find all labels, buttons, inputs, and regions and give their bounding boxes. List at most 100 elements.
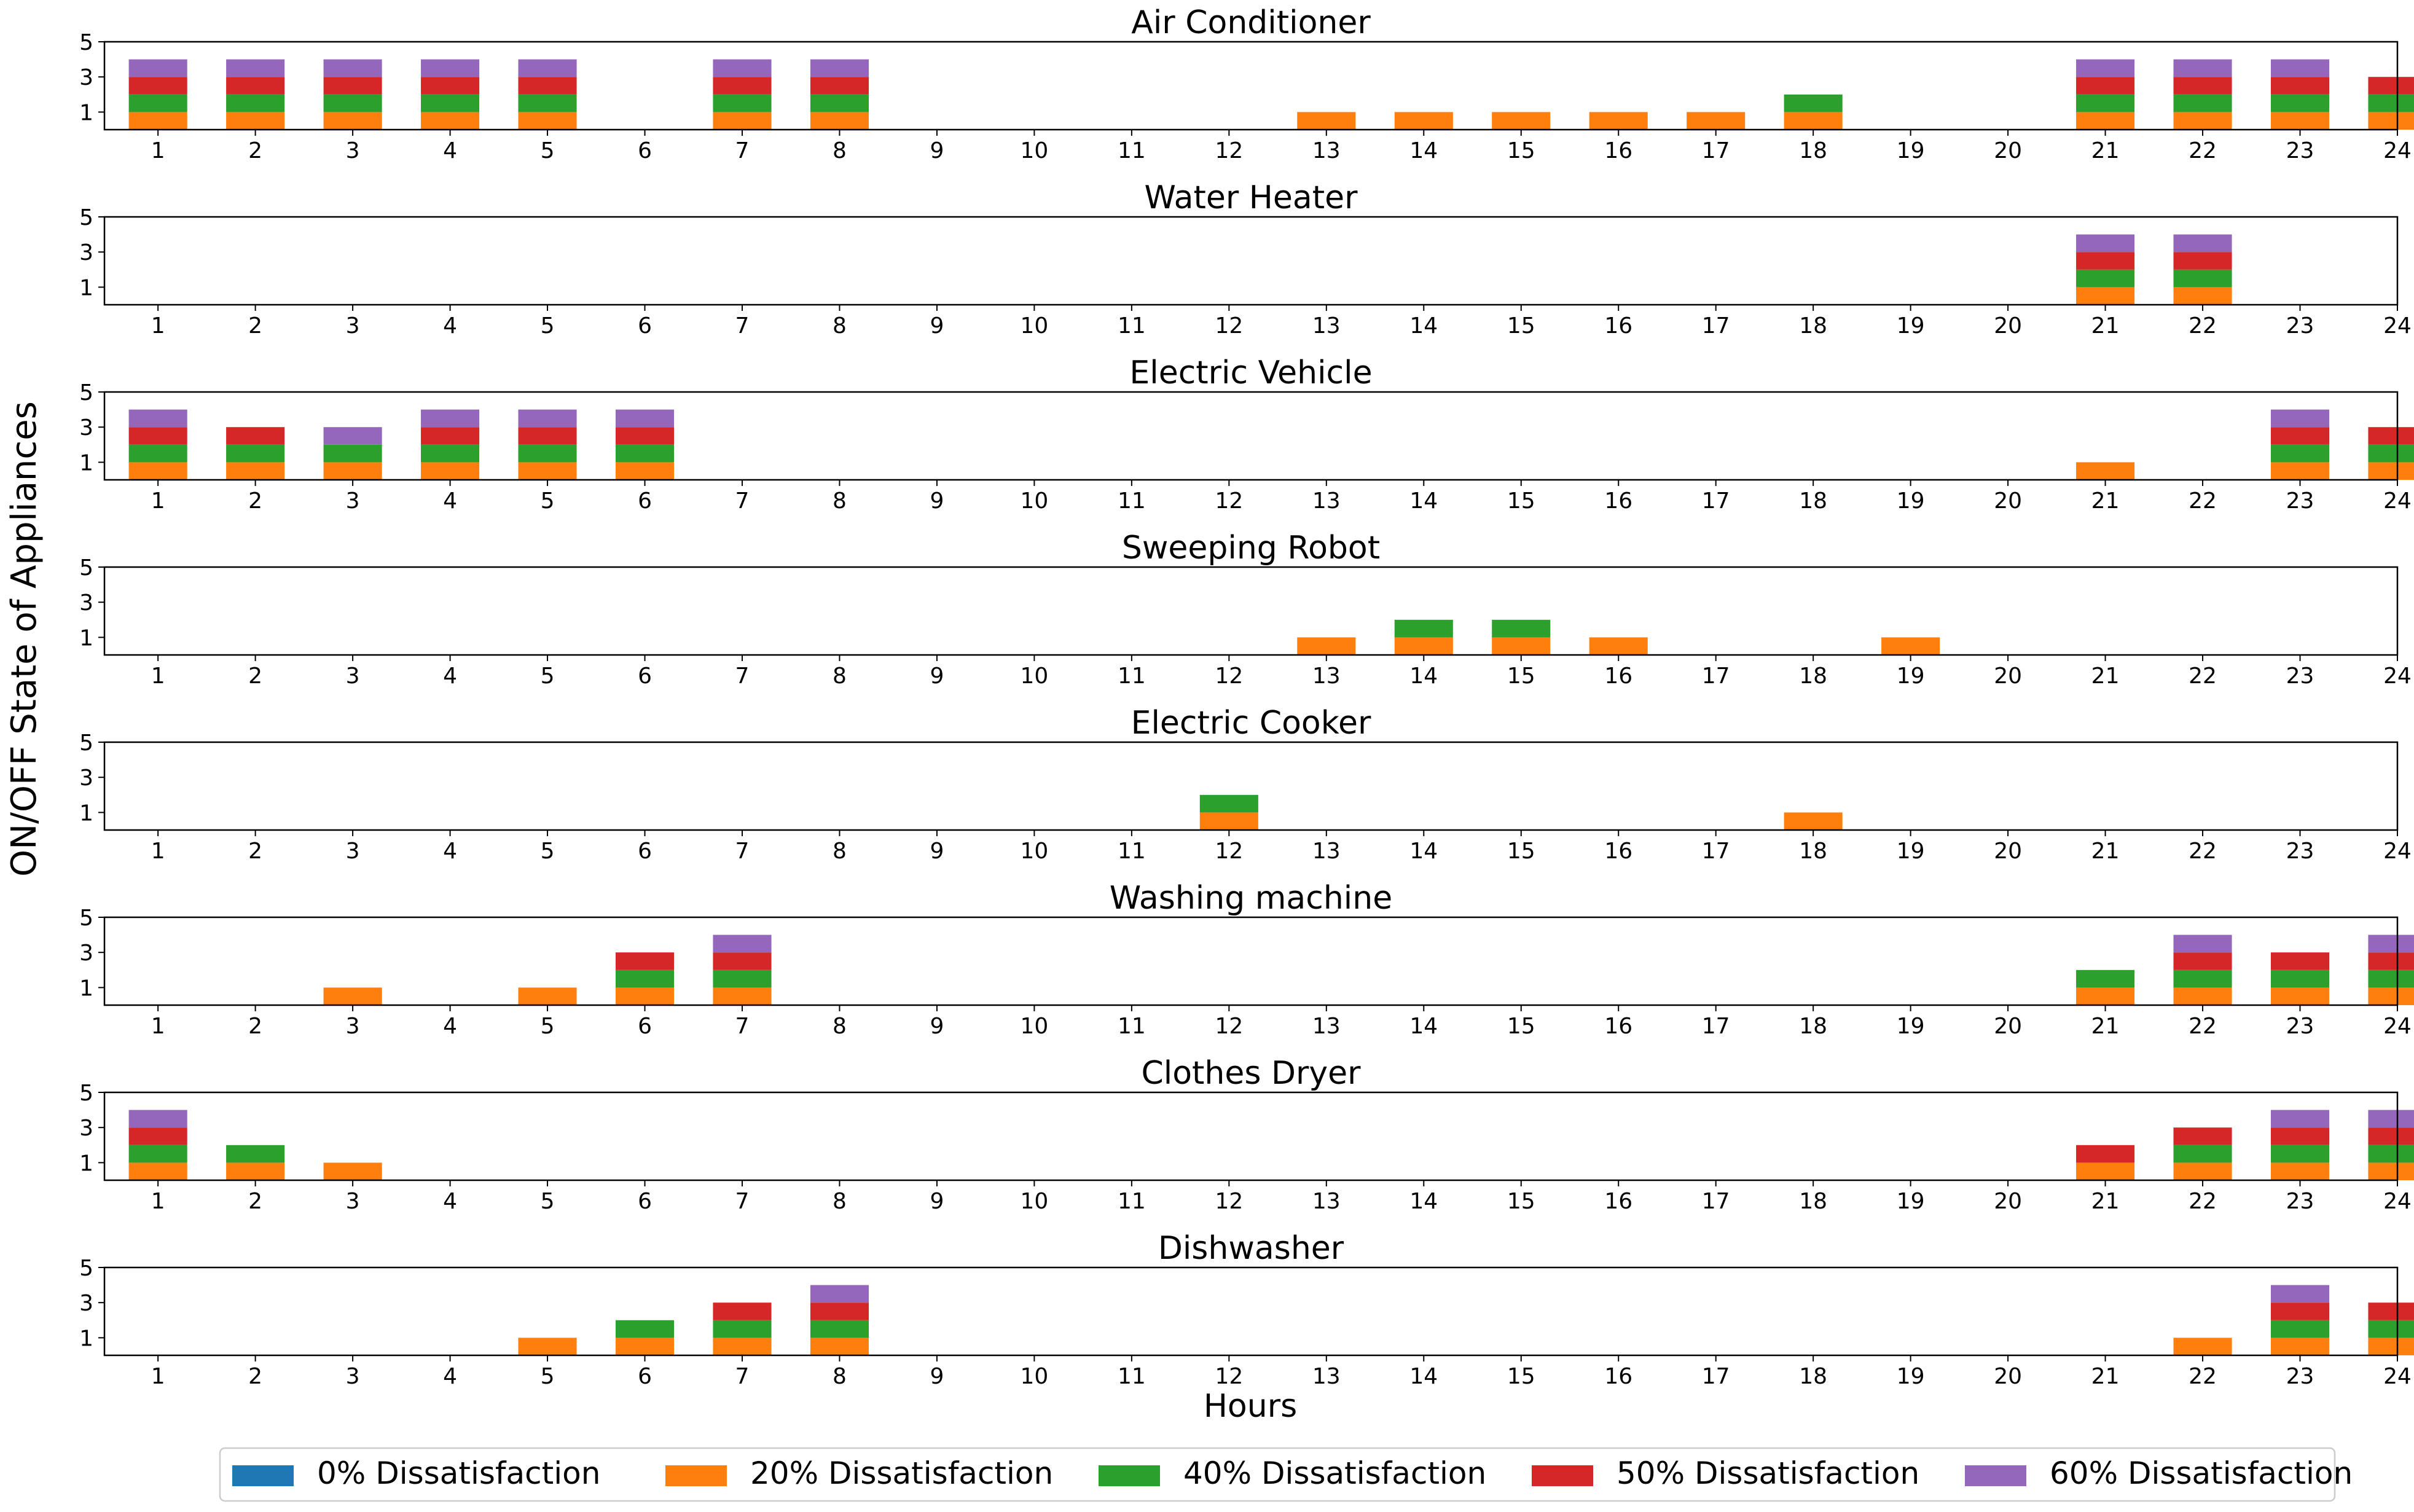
bar-washing-machine-hour-6-40-dissatisfaction [615,969,675,988]
bar-clothes-dryer-hour-24-40-dissatisfaction [2368,1145,2414,1163]
bar-clothes-dryer-hour-23-50-dissatisfaction [2270,1127,2330,1145]
x-tick-label: 1 [151,1189,165,1214]
bar-dishwasher-hour-23-20-dissatisfaction [2270,1338,2330,1355]
x-tick-label: 21 [2091,488,2120,514]
bars [518,1285,2414,1355]
bar-air-conditioner-hour-8-40-dissatisfaction [810,94,869,112]
bar-electric-vehicle-hour-3-40-dissatisfaction [323,444,382,463]
bar-dishwasher-hour-22-20-dissatisfaction [2173,1338,2232,1355]
x-tick-label: 20 [1994,1364,2022,1389]
bar-sweeping-robot-hour-13-20-dissatisfaction [1297,637,1356,655]
axes-frame [103,216,2399,306]
bar-water-heater-hour-21-60-dissatisfaction [2076,234,2135,253]
x-tick-label: 3 [346,839,360,864]
bar-electric-vehicle-hour-23-50-dissatisfaction [2270,427,2330,445]
bar-air-conditioner-hour-1-40-dissatisfaction [128,94,187,112]
bar-air-conditioner-hour-22-40-dissatisfaction [2173,94,2232,112]
bar-washing-machine-hour-22-60-dissatisfaction [2173,934,2232,953]
bar-dishwasher-hour-6-20-dissatisfaction [615,1338,675,1355]
x-tick-label: 7 [735,1364,750,1389]
bar-washing-machine-hour-5-20-dissatisfaction [518,987,577,1005]
x-tick-label: 20 [1994,839,2022,864]
bars [128,409,2414,480]
y-tick-label: 1 [79,275,93,300]
bar-clothes-dryer-hour-1-60-dissatisfaction [128,1110,187,1128]
x-tick-label: 24 [2383,138,2412,163]
x-tick-label: 13 [1312,1189,1341,1214]
bar-air-conditioner-hour-5-20-dissatisfaction [518,112,577,130]
bar-electric-vehicle-hour-3-20-dissatisfaction [323,462,382,480]
x-tick-label: 11 [1118,1364,1146,1389]
bar-electric-vehicle-hour-23-60-dissatisfaction [2270,409,2330,428]
x-tick-label: 4 [443,488,457,514]
bar-air-conditioner-hour-5-40-dissatisfaction [518,94,577,112]
x-tick-label: 8 [833,1014,847,1039]
bar-air-conditioner-hour-3-50-dissatisfaction [323,77,382,95]
x-tick-label: 20 [1994,313,2022,339]
x-tick-label: 11 [1118,839,1146,864]
x-tick-label: 2 [248,839,262,864]
x-tick-label: 14 [1409,839,1438,864]
bar-clothes-dryer-hour-1-40-dissatisfaction [128,1145,187,1163]
bar-electric-vehicle-hour-5-60-dissatisfaction [518,409,577,428]
x-tick-label: 3 [346,138,360,163]
bar-air-conditioner-hour-22-50-dissatisfaction [2173,77,2232,95]
x-tick-label: 5 [541,1189,555,1214]
legend-swatch [665,1465,727,1486]
legend-item-50-dissatisfaction: 50% Dissatisfaction [1532,1455,1919,1491]
y-tick-label: 5 [79,30,93,55]
legend-label: 0% Dissatisfaction [317,1455,600,1491]
axes-frame [103,41,2399,131]
x-tick-label: 4 [443,839,457,864]
x-tick-label: 5 [541,664,555,689]
x-tick-label: 16 [1604,1364,1632,1389]
bar-dishwasher-hour-8-20-dissatisfaction [810,1338,869,1355]
y-tick-label: 3 [79,65,93,90]
x-tick-label: 18 [1799,664,1827,689]
bar-clothes-dryer-hour-24-60-dissatisfaction [2368,1110,2414,1128]
x-tick-label: 10 [1020,1189,1048,1214]
x-tick-label: 9 [930,138,944,163]
y-tick-label: 1 [79,450,93,476]
legend-swatch [1532,1465,1593,1486]
bar-air-conditioner-hour-21-20-dissatisfaction [2076,112,2135,130]
bar-electric-vehicle-hour-1-60-dissatisfaction [128,409,187,428]
bar-air-conditioner-hour-4-60-dissatisfaction [421,59,480,77]
bar-water-heater-hour-22-20-dissatisfaction [2173,287,2232,305]
bar-air-conditioner-hour-23-60-dissatisfaction [2270,59,2330,77]
x-tick-label: 17 [1702,1189,1730,1214]
axes-frame [103,391,2399,481]
x-tick-label: 1 [151,839,165,864]
x-tick-label: 1 [151,313,165,339]
bar-electric-vehicle-hour-1-20-dissatisfaction [128,462,187,480]
x-tick-label: 12 [1215,1364,1243,1389]
bar-air-conditioner-hour-24-50-dissatisfaction [2368,77,2414,95]
x-tick-label: 13 [1312,138,1341,163]
x-tick-label: 12 [1215,1014,1243,1039]
x-tick-label: 2 [248,664,262,689]
y-tick-label: 3 [79,1291,93,1316]
y-tick-label: 3 [79,766,93,791]
x-tick-label: 16 [1604,664,1632,689]
bar-electric-vehicle-hour-4-60-dissatisfaction [421,409,480,428]
y-tick-label: 5 [79,555,93,581]
x-tick-label: 8 [833,839,847,864]
x-tick-label: 15 [1507,839,1535,864]
x-tick-label: 14 [1409,138,1438,163]
x-tick-label: 3 [346,1189,360,1214]
x-tick-label: 7 [735,1189,750,1214]
x-tick-label: 9 [930,488,944,514]
x-tick-label: 10 [1020,839,1048,864]
legend-box [219,1447,2336,1502]
bar-air-conditioner-hour-13-20-dissatisfaction [1297,112,1356,130]
x-tick-label: 19 [1897,839,1925,864]
bars [1199,794,1843,830]
x-tick-label: 10 [1020,1014,1048,1039]
bar-air-conditioner-hour-21-60-dissatisfaction [2076,59,2135,77]
bar-washing-machine-hour-22-50-dissatisfaction [2173,952,2232,970]
x-tick-label: 7 [735,488,750,514]
panel-title: Air Conditioner [1131,4,1371,41]
x-tick-label: 24 [2383,1189,2412,1214]
